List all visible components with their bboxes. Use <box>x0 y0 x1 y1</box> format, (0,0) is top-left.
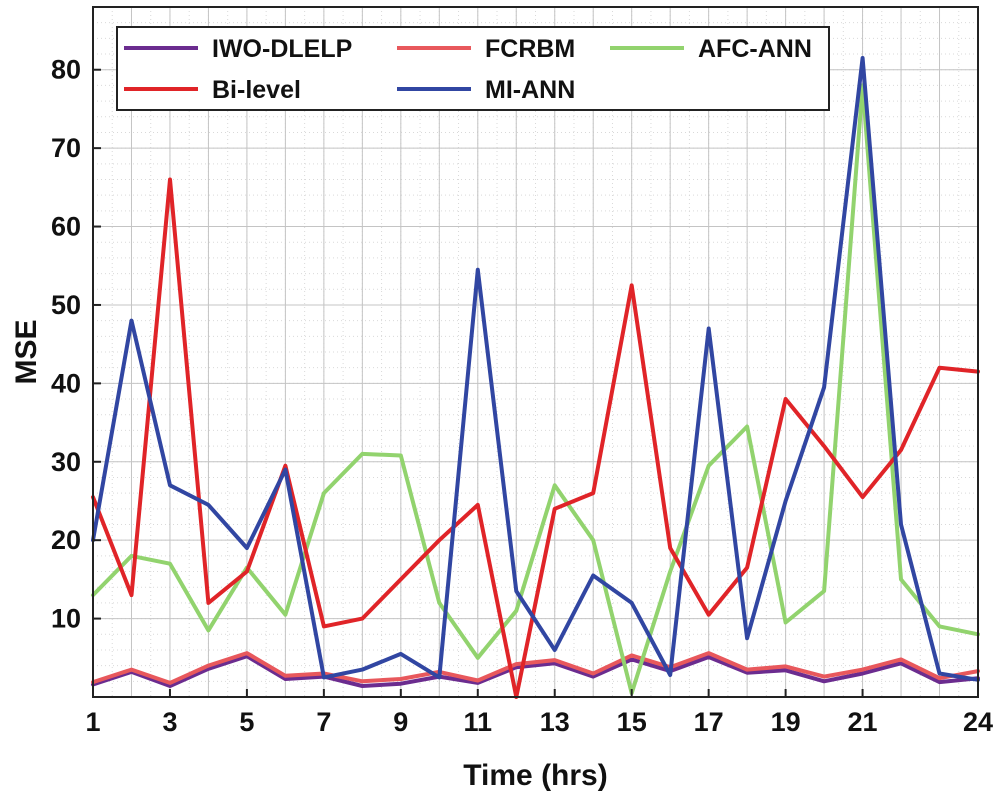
y-tick-label: 50 <box>51 290 81 320</box>
y-axis-title: MSE <box>10 319 43 384</box>
legend-label: AFC-ANN <box>698 35 812 63</box>
x-tick-label: 9 <box>393 707 408 737</box>
plot-frame <box>92 6 979 698</box>
x-tick-label: 24 <box>963 707 993 737</box>
series-line-iwo-dlelp <box>91 654 980 688</box>
x-tick-label: 3 <box>162 707 177 737</box>
x-tick-label: 7 <box>316 707 331 737</box>
series-line-bi-level <box>91 177 980 699</box>
legend-label: Bi-level <box>212 76 301 104</box>
legend-item: Bi-level <box>124 76 301 104</box>
x-tick-label: 21 <box>848 707 878 737</box>
legend-label: MI-ANN <box>485 76 575 104</box>
legend-item: AFC-ANN <box>610 35 812 63</box>
legend-label: IWO-DLELP <box>212 35 352 63</box>
y-tick-label: 10 <box>51 604 81 634</box>
x-tick-label: 13 <box>540 707 570 737</box>
series-line-mi-ann <box>91 56 980 682</box>
x-tick-label: 5 <box>239 707 254 737</box>
y-tick-label: 40 <box>51 368 81 398</box>
series-lines <box>91 56 980 699</box>
x-tick-label: 11 <box>464 707 493 737</box>
y-tick-label: 80 <box>51 55 81 85</box>
legend-item: FCRBM <box>397 35 575 63</box>
x-tick-label: 1 <box>85 707 100 737</box>
series-line-fcrbm <box>91 651 980 685</box>
legend: IWO-DLELP FCRBM AFC-ANN Bi-level MI-ANN <box>116 26 830 111</box>
y-tick-label: 70 <box>51 133 81 163</box>
y-tick-label: 30 <box>51 447 81 477</box>
legend-box <box>116 26 830 111</box>
y-tick-label: 60 <box>51 212 81 242</box>
x-tick-label: 15 <box>617 707 647 737</box>
legend-item: IWO-DLELP <box>124 35 352 63</box>
y-tick-label: 20 <box>51 525 81 555</box>
legend-label: FCRBM <box>485 35 575 63</box>
x-tick-label: 19 <box>771 707 801 737</box>
x-axis-title: Time (hrs) <box>463 759 607 792</box>
x-tick-label: 17 <box>694 707 724 737</box>
legend-item: MI-ANN <box>397 76 575 104</box>
y-axis-ticks: 10 20 30 40 50 60 70 80 <box>51 55 101 634</box>
x-axis-ticks: 1 3 5 7 9 11 13 15 17 19 21 24 <box>85 689 993 737</box>
